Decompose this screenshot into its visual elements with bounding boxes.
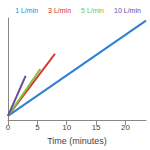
svg-text:5: 5 [35, 123, 40, 132]
svg-text:Time (minutes): Time (minutes) [47, 136, 107, 146]
svg-text:3 L/min: 3 L/min [48, 7, 71, 14]
svg-text:0: 0 [6, 123, 11, 132]
svg-text:10 L/min: 10 L/min [114, 7, 141, 14]
svg-text:5 L/min: 5 L/min [81, 7, 104, 14]
svg-text:1 L/min: 1 L/min [15, 7, 38, 14]
svg-text:10: 10 [62, 123, 71, 132]
svg-text:15: 15 [92, 123, 101, 132]
svg-text:20: 20 [121, 123, 130, 132]
